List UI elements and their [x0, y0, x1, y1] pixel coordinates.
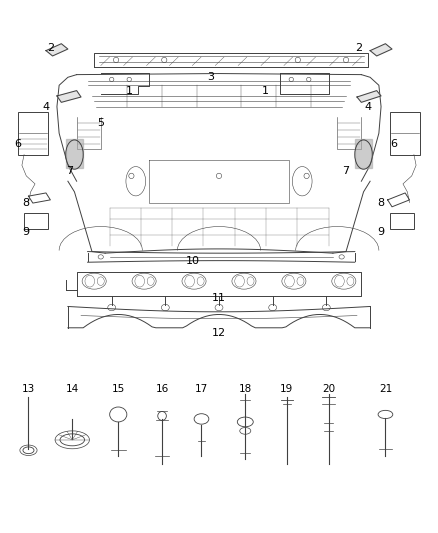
Polygon shape: [370, 44, 392, 56]
Text: 19: 19: [280, 384, 293, 394]
Text: 21: 21: [379, 384, 392, 394]
Polygon shape: [355, 139, 372, 168]
Text: 6: 6: [14, 139, 21, 149]
Text: 1: 1: [261, 86, 268, 95]
Text: 15: 15: [112, 384, 125, 394]
Text: 11: 11: [212, 294, 226, 303]
Text: 9: 9: [378, 227, 385, 237]
Text: 3: 3: [207, 72, 214, 82]
Bar: [24, 213, 48, 229]
Text: 20: 20: [322, 384, 335, 394]
Text: 2: 2: [356, 43, 363, 53]
Text: 16: 16: [155, 384, 169, 394]
Text: 17: 17: [195, 384, 208, 394]
Text: 14: 14: [66, 384, 79, 394]
Polygon shape: [57, 91, 81, 102]
Polygon shape: [46, 44, 68, 56]
Bar: [390, 213, 414, 229]
Text: 7: 7: [67, 166, 74, 175]
Text: 4: 4: [42, 102, 49, 111]
Polygon shape: [66, 139, 83, 168]
Text: 8: 8: [378, 198, 385, 207]
Text: 2: 2: [47, 43, 54, 53]
Text: 6: 6: [391, 139, 398, 149]
Text: 13: 13: [22, 384, 35, 394]
Text: 7: 7: [343, 166, 350, 175]
Text: 1: 1: [126, 86, 133, 95]
Text: 9: 9: [23, 227, 30, 237]
Text: 5: 5: [97, 118, 104, 127]
Text: 4: 4: [364, 102, 371, 111]
Text: 8: 8: [23, 198, 30, 207]
Polygon shape: [357, 91, 381, 102]
Text: 18: 18: [239, 384, 252, 394]
Text: 10: 10: [186, 256, 200, 266]
Text: 12: 12: [212, 328, 226, 338]
